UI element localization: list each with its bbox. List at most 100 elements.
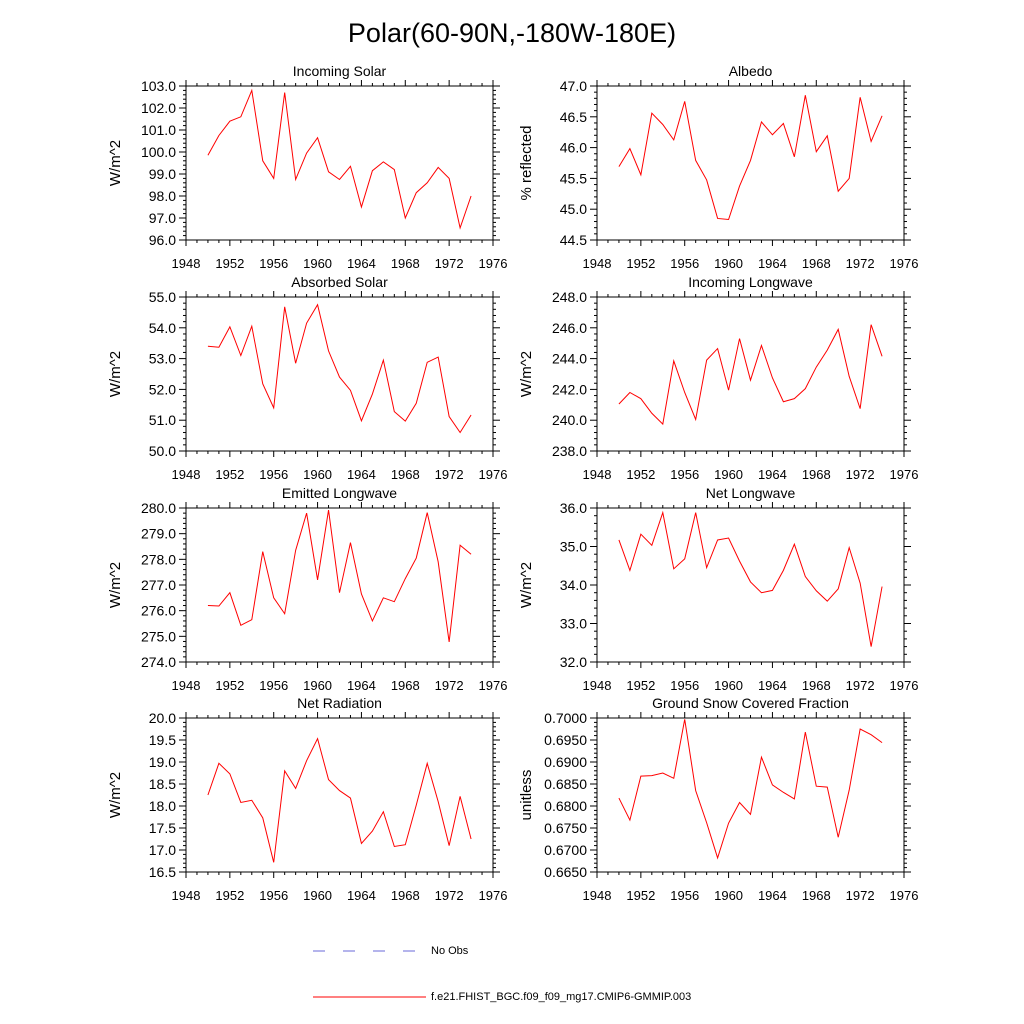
x-tick-label: 1964 [347,678,376,693]
plot-frame [185,296,494,452]
y-tick-label: 0.6800 [544,798,587,814]
y-tick-label: 45.0 [560,201,587,217]
x-tick-label: 1956 [259,256,288,271]
y-tick-label: 100.0 [141,144,176,160]
legend-model-label: f.e21.FHIST_BGC.f09_f09_mg17.CMIP6-GMMIP… [431,991,691,1003]
y-tick-label: 18.5 [149,776,176,792]
y-axis-label: unitless [518,770,535,821]
y-tick-label: 34.0 [560,577,587,593]
y-tick-label: 50.0 [149,443,176,459]
y-tick-label: 17.5 [149,820,176,836]
y-tick-label: 0.6950 [544,732,587,748]
x-tick-label: 1948 [583,256,612,271]
y-axis-label: W/m^2 [107,772,124,818]
x-tick-label: 1948 [172,256,201,271]
series-line [618,510,883,647]
x-tick-label: 1948 [172,467,201,482]
x-tick-label: 1952 [626,256,655,271]
y-tick-label: 16.5 [149,864,176,880]
x-tick-label: 1960 [714,467,743,482]
x-tick-label: 1956 [670,467,699,482]
plot-frame [185,85,494,241]
x-tick-label: 1976 [890,467,919,482]
y-tick-label: 277.0 [141,577,176,593]
y-tick-label: 0.6900 [544,754,587,770]
y-tick-label: 35.0 [560,539,587,555]
x-tick-label: 1968 [391,256,420,271]
x-tick-label: 1972 [435,467,464,482]
y-tick-label: 18.0 [149,798,176,814]
panels: 1948 1952 1956 1960 1964 1968 1972 1976 96.0 97.0… [107,63,918,903]
x-tick-label: 1968 [802,256,831,271]
y-tick-label: 19.0 [149,754,176,770]
y-tick-label: 46.5 [560,109,587,125]
x-tick-label: 1968 [391,467,420,482]
series-line [207,303,472,434]
y-tick-label: 244.0 [552,351,587,367]
y-tick-label: 44.5 [560,232,587,248]
y-tick-label: 101.0 [141,122,176,138]
x-tick-label: 1968 [391,888,420,903]
series-line [618,719,883,860]
series-line [207,509,472,643]
y-axis-label: W/m^2 [518,351,535,397]
x-tick-label: 1960 [303,256,332,271]
legend-obs-label: No Obs [431,945,469,957]
x-tick-label: 1976 [479,888,508,903]
x-tick-label: 1956 [259,467,288,482]
y-tick-label: 102.0 [141,100,176,116]
x-tick-label: 1948 [583,678,612,693]
x-tick-label: 1972 [435,256,464,271]
panel-title: Incoming Longwave [688,274,813,290]
y-tick-label: 53.0 [149,351,176,367]
y-axis-label: % reflected [518,125,535,200]
x-tick-label: 1976 [890,678,919,693]
x-tick-label: 1964 [758,678,787,693]
panel-title: Incoming Solar [293,63,387,79]
panel-7: 1948 1952 1956 1960 1964 1968 1972 1976 0.6650 0.… [518,695,918,903]
panel-1: 1948 1952 1956 1960 1964 1968 1972 1976 44.5 45.0… [518,63,918,271]
x-tick-label: 1976 [479,467,508,482]
y-tick-label: 276.0 [141,603,176,619]
y-tick-label: 51.0 [149,412,176,428]
y-tick-label: 0.7000 [544,710,587,726]
y-tick-label: 33.0 [560,616,587,632]
panel-6: 1948 1952 1956 1960 1964 1968 1972 1976 16.5 17.0… [107,695,507,903]
y-tick-label: 20.0 [149,710,176,726]
y-tick-label: 99.0 [149,166,176,182]
x-tick-label: 1964 [758,467,787,482]
y-tick-label: 0.6650 [544,864,587,880]
x-tick-label: 1952 [215,888,244,903]
x-tick-label: 1968 [802,678,831,693]
panel-title: Absorbed Solar [291,274,388,290]
x-tick-label: 1948 [172,888,201,903]
series-line [618,324,883,426]
x-tick-label: 1964 [758,256,787,271]
x-tick-label: 1952 [215,467,244,482]
x-tick-label: 1972 [435,678,464,693]
y-tick-label: 54.0 [149,320,176,336]
x-tick-label: 1960 [714,256,743,271]
legend: No Obs f.e21.FHIST_BGC.f09_f09_mg17.CMIP… [313,945,691,1003]
x-tick-label: 1964 [347,888,376,903]
plot-frame [185,717,494,873]
y-tick-label: 52.0 [149,381,176,397]
panel-4: 1948 1952 1956 1960 1964 1968 1972 1976 274.0 275… [107,485,507,693]
panel-5: 1948 1952 1956 1960 1964 1968 1972 1976 32.0 33.0… [518,485,918,693]
x-tick-label: 1956 [670,888,699,903]
panel-2: 1948 1952 1956 1960 1964 1968 1972 1976 50.0 51.0… [107,274,507,482]
panel-title: Emitted Longwave [282,485,397,501]
x-tick-label: 1964 [347,467,376,482]
panel-title: Net Radiation [297,695,382,711]
panel-title: Ground Snow Covered Fraction [652,695,849,711]
x-tick-label: 1956 [259,888,288,903]
x-tick-label: 1952 [215,256,244,271]
x-tick-label: 1960 [714,888,743,903]
y-tick-label: 45.5 [560,170,587,186]
y-tick-label: 248.0 [552,289,587,305]
plot-frame [185,507,494,663]
y-tick-label: 55.0 [149,289,176,305]
y-tick-label: 17.0 [149,842,176,858]
panel-0: 1948 1952 1956 1960 1964 1968 1972 1976 96.0 97.0… [107,63,507,271]
y-tick-label: 19.5 [149,732,176,748]
